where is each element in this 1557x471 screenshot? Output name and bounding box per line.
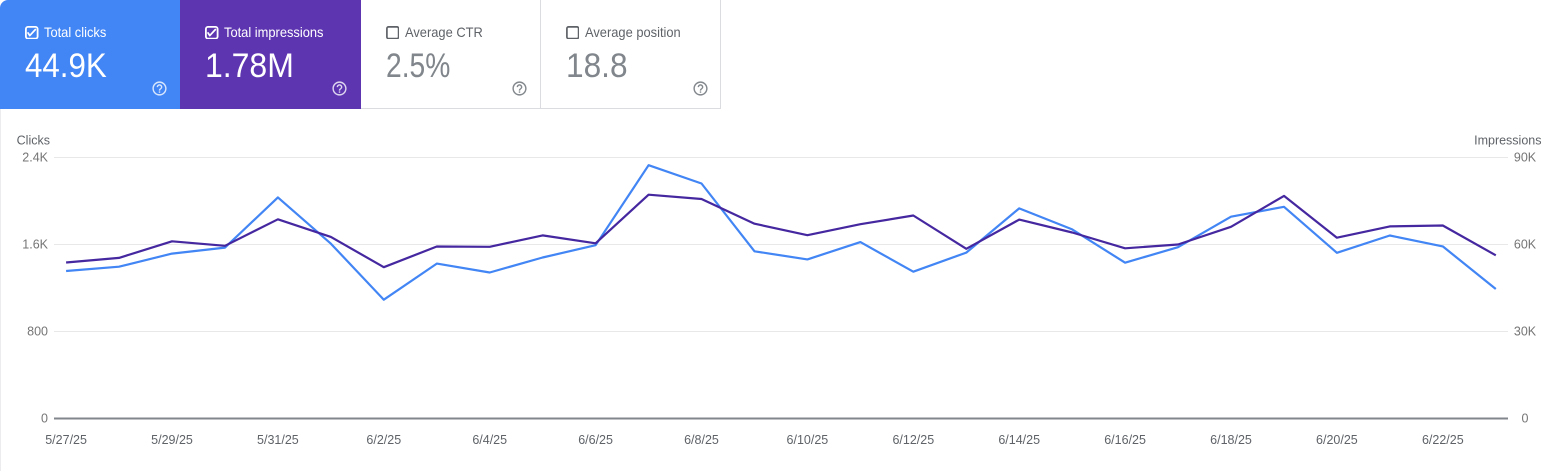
svg-text:Impressions: Impressions [1474, 134, 1541, 148]
svg-text:6/20/25: 6/20/25 [1316, 433, 1358, 447]
svg-text:6/4/25: 6/4/25 [472, 433, 507, 447]
svg-text:6/2/25: 6/2/25 [366, 433, 401, 447]
svg-text:5/29/25: 5/29/25 [151, 433, 193, 447]
svg-text:5/31/25: 5/31/25 [257, 433, 299, 447]
svg-text:5/27/25: 5/27/25 [45, 433, 87, 447]
svg-text:30K: 30K [1514, 325, 1537, 339]
svg-text:60K: 60K [1514, 238, 1537, 252]
svg-text:6/6/25: 6/6/25 [578, 433, 613, 447]
svg-text:0: 0 [41, 412, 48, 426]
svg-text:6/14/25: 6/14/25 [998, 433, 1040, 447]
svg-text:6/22/25: 6/22/25 [1422, 433, 1464, 447]
svg-text:800: 800 [27, 325, 48, 339]
svg-text:0: 0 [1522, 412, 1529, 426]
svg-text:6/16/25: 6/16/25 [1104, 433, 1146, 447]
svg-text:6/18/25: 6/18/25 [1210, 433, 1252, 447]
svg-text:6/8/25: 6/8/25 [684, 433, 719, 447]
svg-text:90K: 90K [1514, 151, 1537, 165]
svg-text:2.4K: 2.4K [22, 151, 48, 165]
svg-text:6/12/25: 6/12/25 [892, 433, 934, 447]
svg-text:6/10/25: 6/10/25 [787, 433, 829, 447]
svg-text:1.6K: 1.6K [22, 238, 48, 252]
svg-text:Clicks: Clicks [17, 134, 50, 148]
